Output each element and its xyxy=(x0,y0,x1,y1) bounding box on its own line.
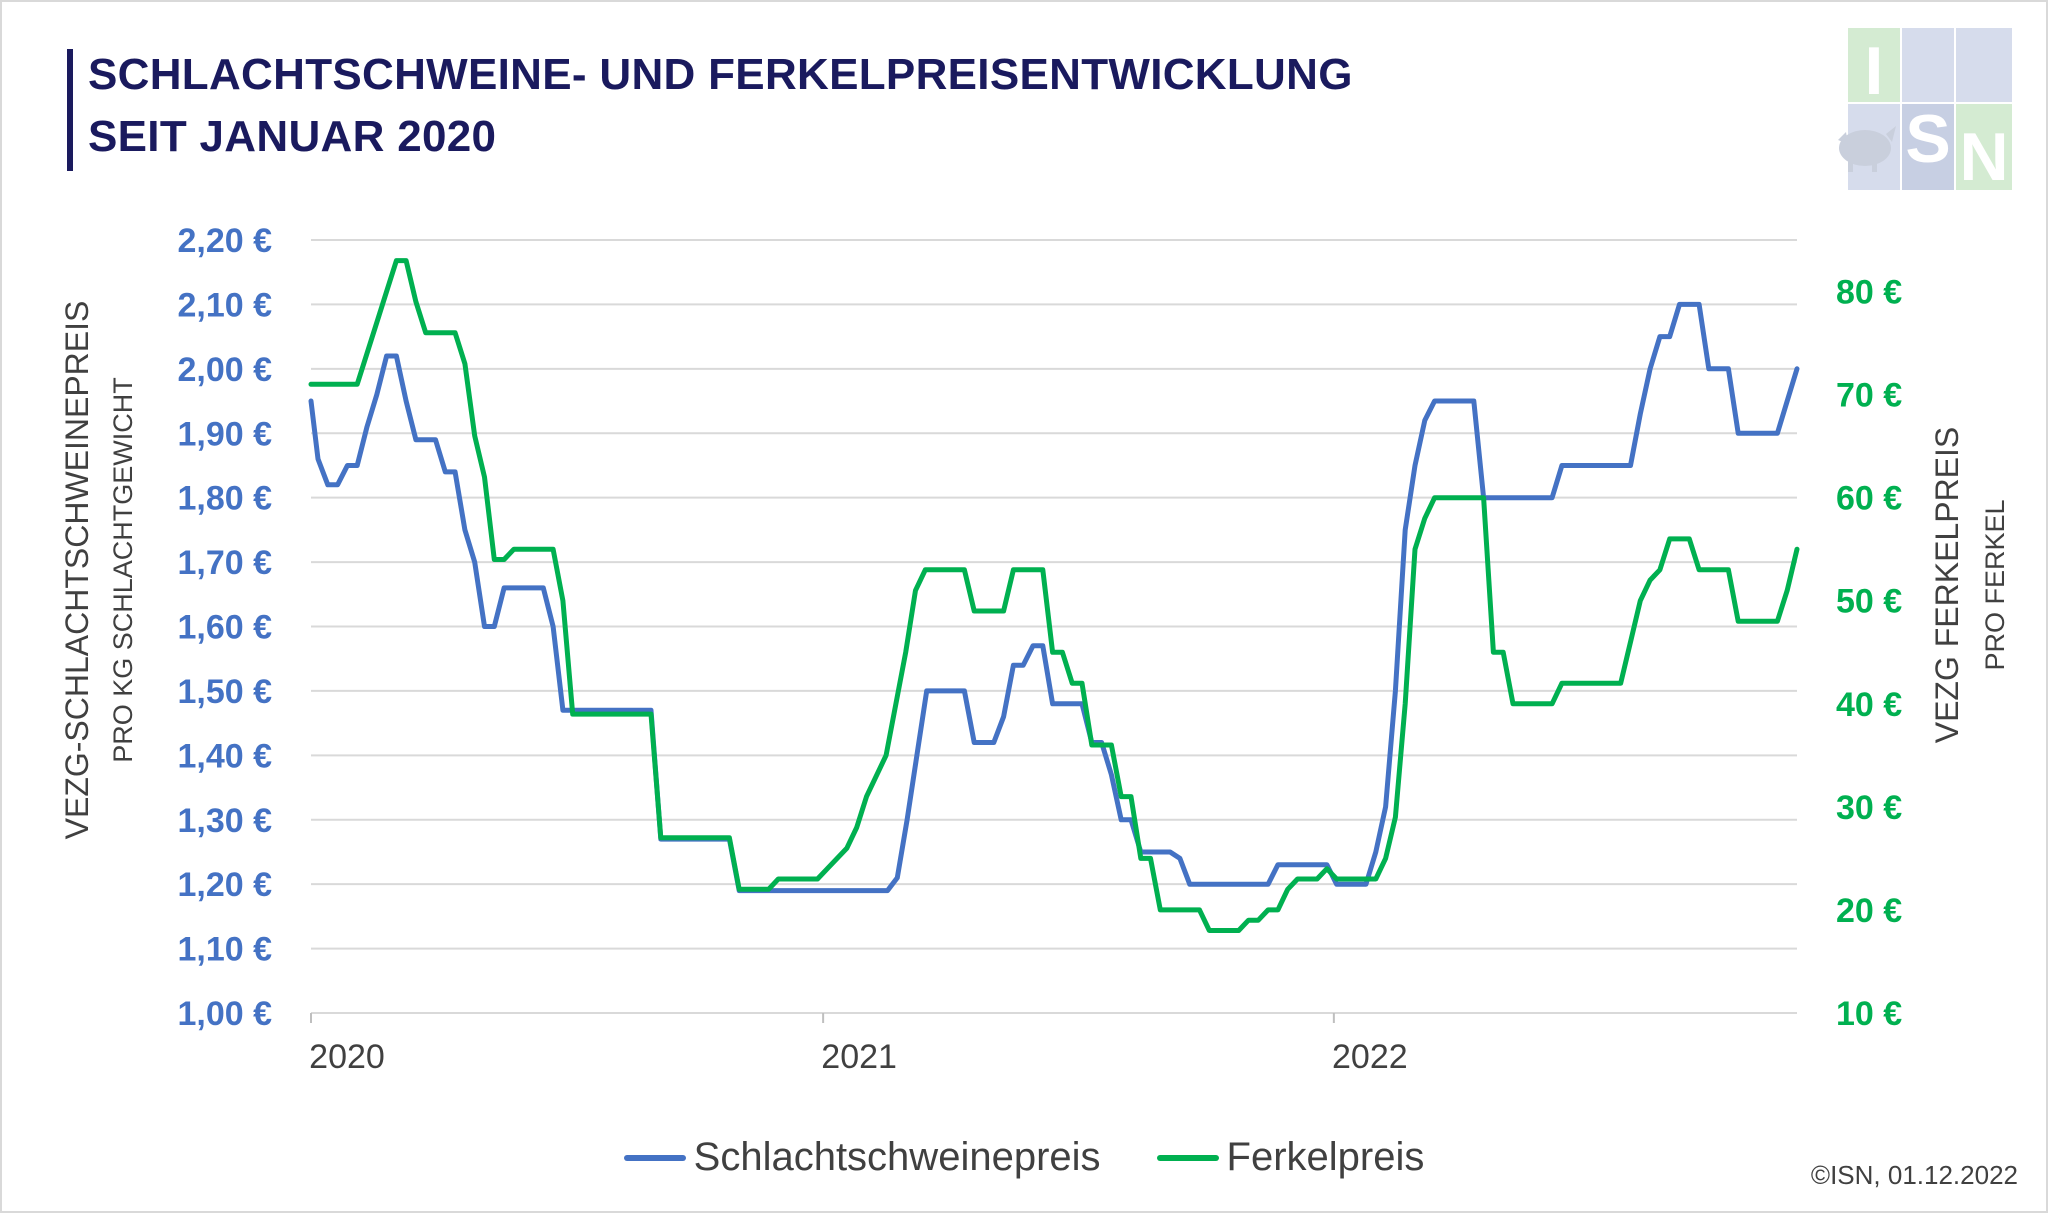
right-tick-label: 10 € xyxy=(1836,995,1902,1033)
chart-legend: Schlachtschweinepreis Ferkelpreis xyxy=(0,1135,2048,1180)
x-axis-ticks: 2020 2021 2022 xyxy=(309,1013,1408,1076)
legend-item-slaughter: Schlachtschweinepreis xyxy=(623,1135,1101,1180)
logo-tile-6 xyxy=(1956,104,2012,190)
legend-swatch-piglet xyxy=(1156,1154,1219,1161)
right-tick-label: 50 € xyxy=(1836,583,1902,621)
legend-item-piglet: Ferkelpreis xyxy=(1156,1135,1425,1180)
logo-letter-n: N xyxy=(1959,119,2008,194)
left-tick-label: 1,20 € xyxy=(177,866,272,904)
logo-letter-s: S xyxy=(1905,101,1950,177)
series-lines xyxy=(308,258,1800,933)
logo-tile-1 xyxy=(1848,28,1900,102)
title-line-1: SCHLACHTSCHWEINE- UND FERKELPREISENTWICK… xyxy=(88,50,1353,99)
series-line-piglet xyxy=(308,258,1800,933)
isn-logo: I S N xyxy=(1838,28,2012,194)
right-tick-label: 70 € xyxy=(1836,377,1902,415)
left-tick-label: 1,50 € xyxy=(177,673,272,711)
logo-tile-3 xyxy=(1956,28,2012,102)
title-line-2: SEIT JANUAR 2020 xyxy=(88,112,497,161)
legend-swatch-slaughter xyxy=(623,1154,686,1161)
left-tick-label: 1,60 € xyxy=(177,609,272,647)
pig-icon xyxy=(1838,126,1896,172)
legend-label-piglet: Ferkelpreis xyxy=(1226,1135,1425,1179)
logo-tile-2 xyxy=(1902,28,1954,102)
x-tick-label: 2022 xyxy=(1332,1038,1408,1076)
legend-label-slaughter: Schlachtschweinepreis xyxy=(693,1135,1101,1179)
x-tick-label: 2020 xyxy=(309,1038,385,1076)
left-tick-label: 2,20 € xyxy=(177,222,272,260)
left-tick-label: 1,70 € xyxy=(177,544,272,582)
x-tick-label: 2021 xyxy=(821,1038,897,1076)
left-tick-label: 1,40 € xyxy=(177,737,272,775)
left-tick-label: 1,00 € xyxy=(177,995,272,1033)
left-axis-sublabel: PRO KG SCHLACHTGEWICHT xyxy=(108,377,138,763)
left-axis-label: VEZG-SCHLACHTSCHWEINEPREIS xyxy=(59,301,95,840)
right-tick-label: 60 € xyxy=(1836,480,1902,518)
series-line-slaughter xyxy=(308,301,1800,894)
left-tick-label: 1,30 € xyxy=(177,802,272,840)
right-tick-label: 20 € xyxy=(1836,892,1902,930)
right-tick-label: 40 € xyxy=(1836,686,1902,724)
title-accent-bar xyxy=(67,49,73,171)
left-tick-label: 1,80 € xyxy=(177,480,272,518)
left-tick-label: 1,10 € xyxy=(177,931,272,969)
left-tick-label: 2,00 € xyxy=(177,351,272,389)
right-tick-label: 30 € xyxy=(1836,789,1902,827)
left-axis-ticks: 1,00 € 1,10 € 1,20 € 1,30 € 1,40 € 1,50 € 1,60… xyxy=(177,222,272,1033)
gridlines xyxy=(311,239,1797,1014)
copyright-credit: ©ISN, 01.12.2022 xyxy=(1810,1160,2018,1190)
right-axis-label: VEZG FERKELPREIS xyxy=(1929,427,1965,744)
right-axis-ticks: 10 € 20 € 30 € 40 € 50 € 60 € 70 € 80 € xyxy=(1836,274,1902,1033)
right-axis-sublabel: PRO FERKEL xyxy=(1980,499,2010,670)
logo-letter-i: I xyxy=(1865,33,1884,109)
chart-title: SCHLACHTSCHWEINE- UND FERKELPREISENTWICK… xyxy=(88,44,1353,168)
logo-tile-5 xyxy=(1902,104,1954,190)
right-tick-label: 80 € xyxy=(1836,274,1902,312)
left-tick-label: 1,90 € xyxy=(177,415,272,453)
left-tick-label: 2,10 € xyxy=(177,286,272,324)
